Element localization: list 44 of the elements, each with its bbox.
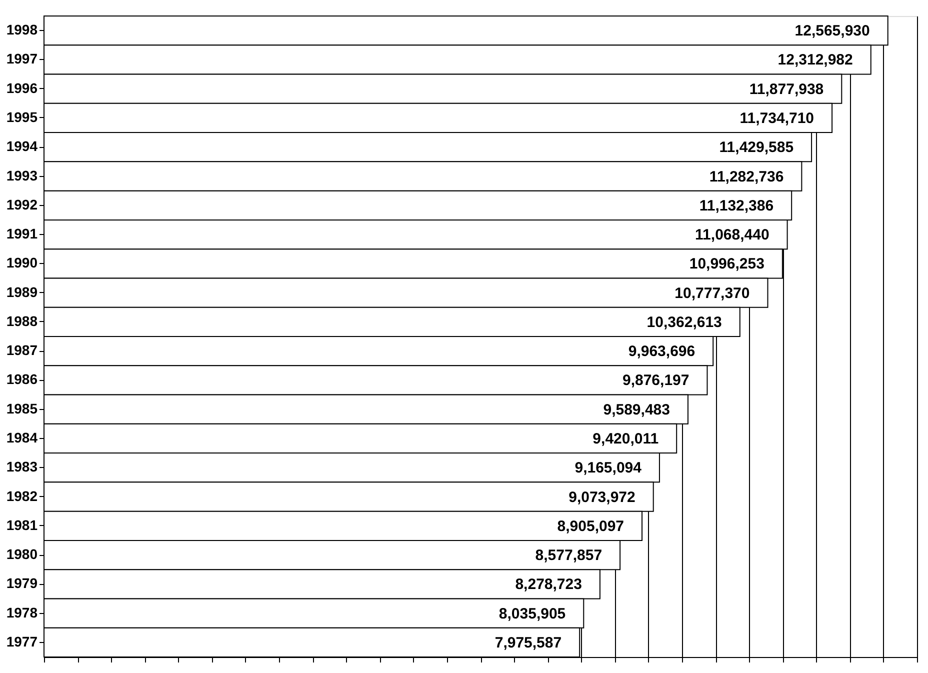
y-tick-label: 1988 [6,312,38,329]
y-tick-label: 1985 [6,400,38,416]
y-tick-label: 1979 [6,575,38,592]
y-tick-label: 1982 [6,488,38,504]
data-label: 12,565,930 [794,22,870,40]
data-label: 8,035,905 [498,605,566,622]
y-tick-label: 1992 [6,196,38,212]
data-label: 9,963,696 [628,343,696,360]
y-tick-label: 1978 [6,604,38,620]
data-label: 11,877,938 [749,80,824,98]
data-label: 11,734,710 [740,110,814,127]
data-label: 10,996,253 [689,256,764,273]
data-label: 9,165,094 [574,460,642,477]
data-label: 11,068,440 [695,226,770,244]
y-tick-label: 1991 [6,226,38,242]
y-tick-label: 1977 [6,633,38,650]
y-tick-label: 1997 [6,50,38,67]
y-tick-label: 1980 [6,546,38,562]
data-label: 8,278,723 [515,576,582,594]
y-tick-label: 1995 [6,108,38,125]
y-tick-label: 1984 [6,429,38,446]
y-tick-label: 1986 [6,371,38,388]
data-label: 9,420,011 [592,430,659,448]
data-label: 11,132,386 [699,197,774,214]
data-label: 7,975,587 [494,634,562,652]
data-label: 10,777,370 [674,284,750,302]
data-label: 10,362,613 [646,314,722,331]
y-tick-label: 1989 [6,284,38,300]
y-tick-label: 1998 [6,22,38,38]
data-label: 9,073,972 [568,488,636,506]
y-tick-label: 1987 [6,342,38,358]
data-label: 8,905,097 [557,518,624,535]
data-label: 11,282,736 [709,168,784,186]
y-tick-label: 1996 [6,80,38,96]
data-label: 11,429,585 [719,139,794,156]
y-tick-label: 1994 [6,138,38,154]
data-label: 9,589,483 [603,401,670,418]
y-tick-label: 1990 [6,254,38,271]
y-tick-label: 1981 [6,516,38,533]
data-label: 12,312,982 [778,52,853,69]
y-tick-label: 1993 [6,167,38,184]
y-tick-label: 1983 [6,458,38,475]
data-label: 9,876,197 [622,372,690,390]
data-label: 8,577,857 [535,547,602,564]
